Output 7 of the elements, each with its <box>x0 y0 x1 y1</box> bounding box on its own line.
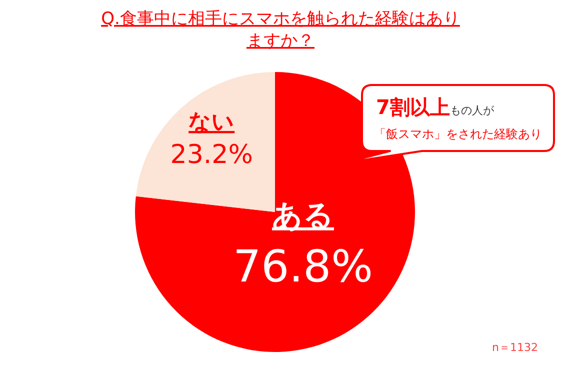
data-label: 23.2% <box>170 140 253 170</box>
text: 「飯スマホ」をされた経験あり <box>374 127 542 141</box>
text: 7割以上もの人が <box>376 95 495 119</box>
data-label: 76.8% <box>233 241 373 292</box>
text: n＝1132 <box>492 341 538 354</box>
slice-label: ある <box>272 198 334 234</box>
slice-label: ない <box>188 110 235 135</box>
